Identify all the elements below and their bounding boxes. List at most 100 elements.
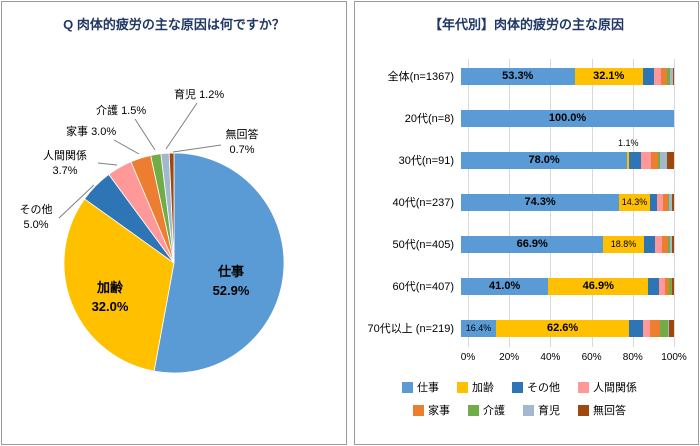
legend-item-その他: その他	[512, 379, 560, 395]
bar-row: 全体(n=1367) 53.3% 32.1%	[365, 55, 674, 97]
pie-callout-text: 無回答	[225, 129, 259, 141]
bar-value-label: 66.9%	[516, 238, 548, 250]
bar-segment-人間関係	[659, 277, 665, 295]
bar-category-label: 50代(n=405)	[392, 239, 454, 251]
bar-segment-家事	[649, 319, 661, 337]
legend-item-仕事: 仕事	[402, 379, 439, 395]
bar-row: 40代(n=237) 74.3% 14.3%	[365, 181, 674, 223]
bar-segment-人間関係	[641, 151, 651, 169]
bar-segment-その他	[629, 151, 642, 169]
pie-chart-panel: Q 肉体的疲労の主な原因は何ですか？ 仕事 52.9% 加齢 32.0% その他…	[1, 1, 347, 445]
bar-segment-仕事: 16.4%	[461, 319, 496, 337]
pie-chart	[58, 102, 285, 374]
bar-value-label: 74.3%	[524, 196, 556, 208]
bar-segment-育児	[659, 151, 667, 169]
bar-segment-加齢: 14.3%	[619, 193, 650, 211]
bar-track: 53.3% 32.1%	[461, 67, 674, 85]
bar-segment-無回答	[672, 193, 674, 211]
bar-category-label: 70代以上 (n=219)	[367, 323, 454, 335]
legend-row: 仕事 加齢 その他 人間関係	[365, 379, 674, 395]
pie-label-text: 加齢	[96, 280, 123, 295]
bar-segment-無回答	[671, 235, 674, 253]
bar-segment-介護	[657, 151, 660, 169]
bar-segment-介護	[667, 193, 669, 211]
bar-value-label: 18.8%	[610, 239, 637, 249]
pie-label-shigoto: 仕事 52.9%	[194, 262, 268, 300]
bar-row: 30代(n=91) 78.0% 1.1%	[365, 138, 674, 181]
bar-annotation: 1.1%	[617, 137, 639, 148]
bar-plot-area: 全体(n=1367) 53.3% 32.1% 20代(n=8) 100.0% 30代(n=…	[365, 55, 675, 349]
bar-track: 41.0% 46.9%	[461, 277, 674, 295]
x-axis-tick: 80%	[622, 352, 643, 363]
bar-segment-人間関係	[654, 235, 663, 253]
pie-slice-無回答	[168, 152, 175, 264]
pie-callout-value: 5.0%	[23, 219, 49, 231]
pie-leader-line	[134, 118, 156, 151]
bar-row: 50代(n=405) 66.9% 18.8%	[365, 223, 674, 265]
legend-item-人間関係: 人間関係	[578, 379, 637, 395]
bar-segment-加齢: 62.6%	[495, 319, 630, 337]
pie-leader-line	[58, 184, 95, 219]
bar-segment-その他	[648, 277, 660, 295]
legend-item-介護: 介護	[468, 402, 505, 418]
bar-segment-介護	[667, 67, 671, 85]
bar-segment-人間関係	[642, 319, 650, 337]
bar-segment-育児	[670, 235, 672, 253]
bar-category-label: 全体(n=1367)	[387, 71, 454, 83]
bar-segment-仕事: 100.0%	[461, 109, 674, 127]
pie-callout-text: 人間関係	[43, 150, 87, 162]
bar-segment-仕事: 66.9%	[461, 235, 604, 253]
bar-segment-無回答	[666, 151, 674, 169]
bar-segment-人間関係	[656, 193, 664, 211]
pie-callout-value: 1.5%	[121, 105, 147, 117]
legend-item-加齢: 加齢	[457, 379, 494, 395]
legend-label: 人間関係	[593, 382, 637, 394]
pie-callout-text: その他	[19, 204, 53, 216]
pie-callout-mukaito: 無回答 0.7%	[216, 128, 268, 158]
bar-segment-無回答	[672, 277, 674, 295]
pie-callout-value: 0.7%	[229, 144, 255, 156]
bar-value-label: 14.3%	[621, 197, 648, 207]
x-axis-tick: 0%	[460, 352, 476, 363]
legend-swatch	[402, 381, 413, 393]
legend-swatch	[523, 404, 534, 416]
bar-chart: 全体(n=1367) 53.3% 32.1% 20代(n=8) 100.0% 30代(n=…	[365, 55, 687, 418]
pie-slice-加齢	[63, 198, 175, 372]
bar-category-label: 20代(n=8)	[404, 113, 454, 125]
bar-segment-仕事: 78.0%	[461, 151, 628, 169]
bar-segment-加齢	[627, 151, 630, 169]
bar-value-label: 32.1%	[593, 70, 625, 82]
pie-slice-仕事	[153, 152, 285, 374]
bar-segment-家事	[661, 67, 668, 85]
pie-callout-text: 家事	[66, 126, 88, 138]
bar-segment-育児	[670, 67, 673, 85]
legend-swatch	[457, 381, 468, 393]
x-axis-tick: 60%	[581, 352, 602, 363]
pie-callout-value: 3.7%	[52, 165, 78, 177]
legend-item-家事: 家事	[413, 402, 450, 418]
bar-track: 16.4% 62.6%	[461, 319, 674, 337]
pie-callout-text: 介護	[96, 105, 118, 117]
bar-value-label: 41.0%	[489, 280, 521, 292]
legend-label: 家事	[428, 405, 450, 417]
legend-item-無回答: 無回答	[578, 402, 626, 418]
legend-label: 仕事	[417, 382, 439, 394]
pie-callout-value: 3.0%	[91, 126, 117, 138]
pie-chart-title: Q 肉体的疲労の主な原因は何ですか？	[63, 17, 285, 32]
bar-segment-仕事: 41.0%	[461, 277, 549, 295]
bar-value-label: 46.9%	[582, 280, 614, 292]
legend-label: その他	[527, 382, 560, 394]
bar-category-label: 40代(n=237)	[392, 197, 454, 209]
legend: 仕事 加齢 その他 人間関係家事 介護 育児 無回答	[365, 379, 674, 418]
legend-label: 育児	[538, 405, 560, 417]
bar-segment-加齢: 46.9%	[548, 277, 649, 295]
bar-row: 70代以上 (n=219) 16.4% 62.6%	[365, 307, 674, 349]
pie-label-karei: 加齢 32.0%	[74, 278, 146, 316]
legend-label: 加齢	[472, 382, 494, 394]
bar-track: 78.0% 1.1%	[461, 138, 674, 169]
legend-swatch	[468, 404, 479, 416]
bar-segment-無回答	[669, 319, 674, 337]
x-axis-tick: 40%	[540, 352, 561, 363]
bar-segment-仕事: 74.3%	[461, 193, 620, 211]
pie-callout-ningenkankei: 人間関係 3.7%	[32, 149, 98, 179]
